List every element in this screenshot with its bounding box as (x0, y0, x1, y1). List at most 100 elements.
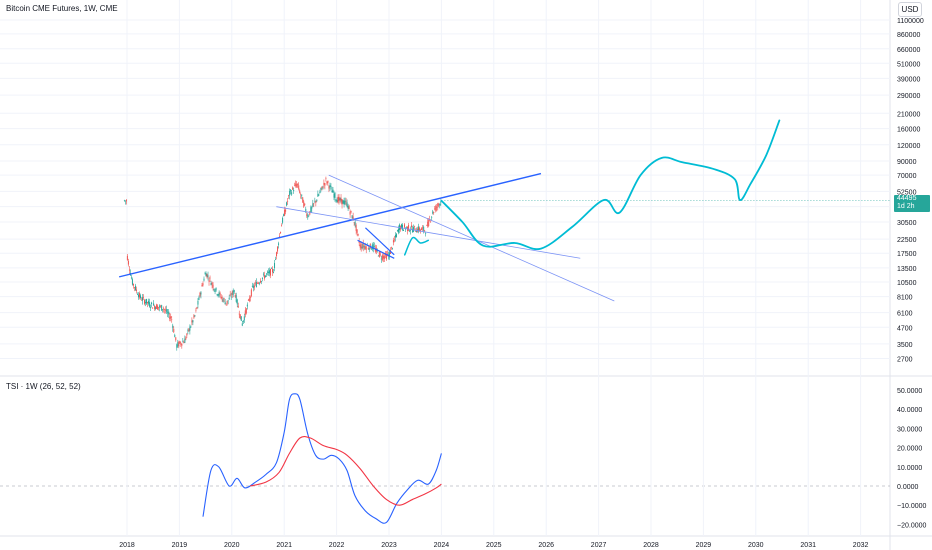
candle-body (178, 342, 180, 347)
candle-body (177, 342, 179, 347)
time-tick-label: 2032 (853, 542, 869, 549)
candle-body (228, 297, 230, 300)
candle-body (259, 280, 261, 283)
projection-curves[interactable] (403, 119, 781, 256)
candle-body (340, 197, 342, 202)
candle-body (261, 277, 263, 279)
candle-body (385, 253, 387, 260)
candle-body (192, 320, 194, 323)
candle-body (225, 303, 227, 305)
candle-body (365, 246, 367, 250)
candle-body (133, 287, 135, 288)
candle-body (312, 203, 314, 207)
candle-body (418, 226, 420, 232)
candle-body (155, 307, 157, 310)
trendlines[interactable] (118, 172, 615, 302)
candle-body (319, 191, 321, 193)
candle-body (380, 258, 382, 260)
candle-body (195, 309, 197, 311)
candle-body (222, 299, 224, 302)
candle-body (440, 201, 442, 203)
candle-body (302, 197, 304, 203)
candle-body (309, 211, 311, 215)
candle-body (402, 224, 404, 230)
candle-body (217, 294, 219, 296)
candle-body (220, 296, 222, 299)
time-tick-label: 2023 (381, 542, 397, 549)
candle-body (132, 284, 134, 286)
candle-body (199, 292, 201, 297)
candle-body (134, 285, 136, 291)
price-tick-label: 210000 (897, 111, 920, 118)
candle-body (396, 230, 398, 231)
candle-body (426, 225, 428, 226)
candle-body (310, 207, 312, 212)
candle-body (161, 305, 163, 311)
candle-body (184, 338, 186, 343)
candle-body (191, 320, 193, 323)
price-tick-label: 8100 (897, 295, 913, 302)
axes: 1100000 860000 660000 510000 390000 290000 210… (119, 18, 926, 549)
candle-body (370, 249, 372, 250)
candle-body (344, 200, 346, 204)
candle-body (185, 337, 187, 340)
candle-body (354, 221, 356, 226)
trendline-wedge-lower (357, 239, 395, 259)
candle-body (436, 207, 438, 208)
price-tick-label: 390000 (897, 76, 920, 83)
candle-body (438, 204, 440, 205)
price-tick-label: 660000 (897, 47, 920, 54)
candle-body (416, 231, 418, 233)
candle-body (130, 277, 132, 279)
candle-body (206, 273, 208, 278)
candle-body (157, 305, 159, 310)
candle-body (156, 304, 158, 309)
trendline-falling-shallow (276, 206, 581, 259)
tsi-series-tsi (202, 393, 442, 524)
price-tick-label: 6100 (897, 311, 913, 318)
candle-body (414, 225, 416, 227)
price-tick-label: 90000 (897, 159, 917, 166)
candle-body (383, 256, 385, 259)
candle-body (317, 194, 319, 197)
candle-body (249, 296, 251, 298)
candle-body (125, 200, 127, 202)
candle-body (431, 216, 433, 218)
candle-body (176, 344, 178, 348)
price-tick-label: 290000 (897, 93, 920, 100)
candle-body (390, 246, 392, 248)
candle-body (326, 181, 328, 184)
candle-body (180, 343, 182, 345)
candle-body (143, 296, 145, 298)
candle-body (333, 193, 335, 198)
candle-body (395, 234, 397, 238)
candle-body (273, 272, 275, 273)
last-price-badge: 44495 1d 2h (894, 195, 930, 212)
candle-body (297, 183, 299, 185)
candle-body (346, 202, 348, 207)
candle-body (348, 206, 350, 210)
candle-body (343, 200, 345, 205)
candle-body (304, 203, 306, 205)
candle-body (253, 285, 255, 288)
candle-body (279, 236, 281, 237)
candle-body (373, 246, 375, 247)
candle-body (378, 251, 380, 257)
candle-body (334, 192, 336, 199)
candle-body (210, 283, 212, 286)
candle-body (149, 302, 151, 307)
candle-body (151, 302, 153, 305)
candle-body (240, 316, 242, 321)
candle-body (288, 195, 290, 196)
currency-button[interactable]: USD (898, 2, 922, 17)
time-tick-label: 2027 (591, 542, 607, 549)
candle-body (232, 290, 234, 295)
candle-body (357, 234, 359, 236)
candle-body (182, 341, 184, 343)
candle-body (417, 228, 419, 232)
candle-body (368, 247, 370, 251)
candle-body (183, 341, 185, 344)
candle-body (290, 189, 292, 192)
candle-body (251, 285, 253, 287)
